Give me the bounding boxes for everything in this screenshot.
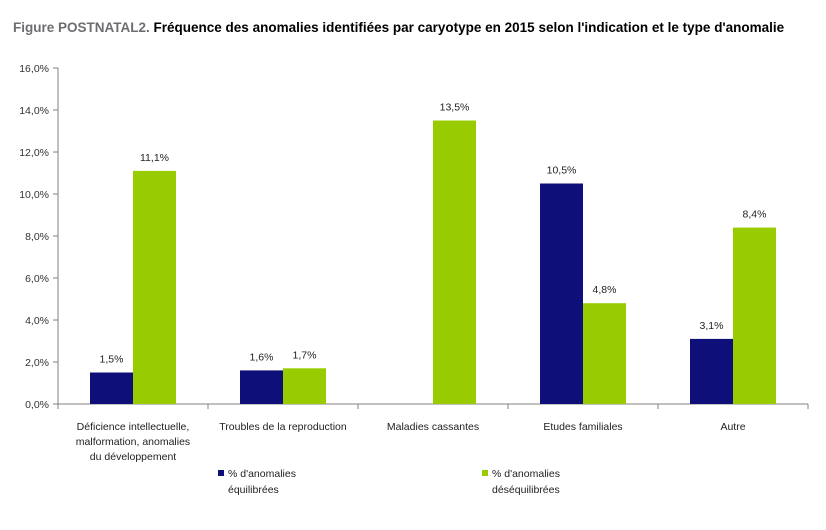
legend-label: équilibrées (228, 484, 279, 496)
data-label: 13,5% (440, 102, 470, 114)
y-tick-label: 10,0% (19, 189, 49, 201)
bar (540, 183, 583, 404)
bar (733, 227, 776, 404)
figure-title-prefix: Figure POSTNATAL2. (13, 20, 150, 35)
legend-label: % d'anomalies (228, 468, 296, 480)
y-tick-label: 8,0% (25, 231, 49, 243)
legend-swatch (482, 470, 488, 476)
legend-label: déséquilibrées (492, 484, 560, 496)
bar (240, 370, 283, 404)
data-label: 3,1% (700, 320, 724, 332)
bar (283, 368, 326, 404)
data-label: 1,5% (100, 354, 124, 366)
data-label: 11,1% (140, 152, 169, 164)
legend-label: % d'anomalies (492, 468, 560, 480)
y-tick-label: 14,0% (19, 105, 49, 117)
chart-legend: % d'anomalies équilibrées % d'anomalies dés… (218, 468, 560, 496)
data-label: 4,8% (593, 284, 617, 296)
bar (583, 303, 626, 404)
x-category-label: Maladies cassantes (387, 421, 479, 433)
x-category-label: du développement (90, 451, 176, 463)
x-category-label: malformation, anomalies (76, 436, 190, 448)
x-category-label: Déficience intellectuelle, (77, 421, 190, 433)
figure-title: Figure POSTNATAL2. Fréquence des anomali… (13, 20, 784, 35)
y-tick-label: 4,0% (25, 315, 49, 327)
bar (90, 372, 133, 404)
bar (690, 338, 733, 404)
figure-title-text: Fréquence des anomalies identifiées par … (153, 20, 785, 35)
data-label: 1,6% (250, 351, 274, 363)
x-category-label: Autre (720, 421, 745, 433)
chart-bars (90, 120, 776, 404)
y-tick-label: 12,0% (19, 147, 49, 159)
x-category-label: Troubles de la reproduction (219, 421, 347, 433)
data-label: 10,5% (547, 165, 577, 177)
y-tick-label: 16,0% (19, 63, 49, 75)
chart-axes: 0,0% 2,0% 4,0% 6,0% 8,0% 10,0% 12,0% 14,0% 16,0% (19, 63, 809, 411)
data-label: 1,7% (293, 349, 317, 361)
bar (133, 170, 176, 404)
chart-labels: 1,5% 11,1% Déficience intellectuelle, malfo… (76, 102, 767, 464)
data-label: 8,4% (743, 209, 767, 221)
x-category-label: Etudes familiales (543, 421, 622, 433)
y-tick-label: 6,0% (25, 273, 49, 285)
bar (433, 120, 476, 404)
y-tick-label: 0,0% (25, 399, 49, 411)
legend-swatch (218, 470, 224, 476)
y-tick-label: 2,0% (25, 357, 49, 369)
